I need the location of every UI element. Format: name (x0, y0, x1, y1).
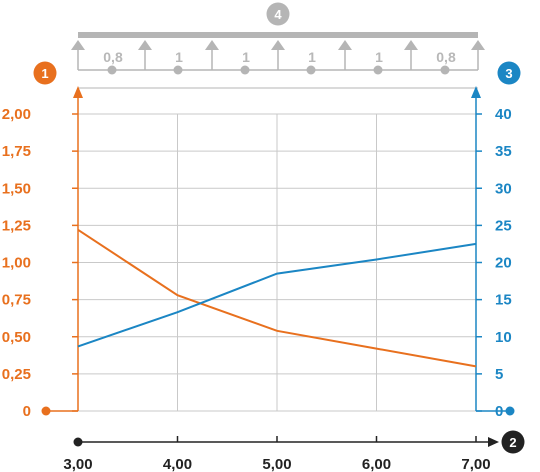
grid (77, 113, 477, 412)
beam-diagram: 0,8 1 1 1 1 0,8 (71, 32, 485, 89)
left-axis-tick-label: 1,75 (2, 143, 31, 160)
left-axis-tick-label: 0,25 (2, 366, 31, 383)
support-triangle-icon (271, 40, 285, 50)
span-ratio-label: 1 (175, 49, 183, 65)
x-axis-tick-label: 4,00 (163, 456, 192, 472)
beam-badge-circle (266, 2, 290, 26)
left-axis-tick-label: 2,00 (2, 106, 31, 123)
right-axis-origin-dot (505, 406, 515, 416)
left-axis-tick-label: 1,00 (2, 255, 31, 272)
x-axis-badge-label: 2 (509, 435, 516, 450)
right-axis-tick-label: 0 (495, 403, 503, 420)
left-axis-origin-dot (41, 406, 51, 416)
x-axis-tick-label: 3,00 (63, 456, 92, 472)
span-node (173, 65, 183, 75)
left-axis-badge-label: 1 (41, 66, 48, 81)
x-axis-tick-label: 7,00 (461, 456, 490, 472)
span-ratio-label: 1 (375, 49, 383, 65)
right-axis-tick-label: 25 (495, 217, 512, 234)
support-triangle-icon (205, 40, 219, 50)
support-triangle-icon (404, 40, 418, 50)
left-axis-arrow (73, 86, 83, 98)
right-axis-tick-label: 5 (495, 366, 503, 383)
right-axis-arrow (471, 86, 481, 98)
x-axis-arrow (488, 437, 499, 447)
right-axis-badge-label: 3 (505, 66, 512, 81)
axis-badges: 4 1 3 2 (33, 2, 525, 454)
span-node (107, 65, 117, 75)
span-ratio-label: 1 (242, 49, 250, 65)
axes (41, 86, 515, 447)
left-axis-tick-label: 1,50 (2, 180, 31, 197)
beam-badge-label: 4 (274, 7, 282, 22)
right-axis-tick-label: 35 (495, 143, 512, 160)
support-triangle-icon (338, 40, 352, 50)
beam-bar (78, 32, 478, 38)
left-axis-badge-circle (33, 61, 57, 85)
left-axis-tick-label: 0,75 (2, 292, 31, 309)
span-node (440, 65, 450, 75)
right-axis-tick-label: 40 (495, 106, 512, 123)
series-lines (77, 228, 477, 368)
right-axis-badge-circle (497, 61, 521, 85)
x-axis-tick-label: 5,00 (262, 456, 291, 472)
x-axis-origin-dot (73, 437, 83, 447)
span-ratio-label: 0,8 (103, 49, 123, 65)
support-triangle-icon (138, 40, 152, 50)
x-axis-badge-circle (501, 430, 525, 454)
x-axis-tick-label: 6,00 (362, 456, 391, 472)
span-ratio-label: 1 (308, 49, 316, 65)
tick-labels: 2,00 1,75 1,50 1,25 1,00 0,75 0,50 0,25 0 40 35 30 2… (2, 106, 512, 472)
support-triangle-icon (71, 40, 85, 50)
span-node (373, 65, 383, 75)
left-axis-tick-label: 1,25 (2, 217, 31, 234)
span-node (240, 65, 250, 75)
left-axis-tick-label: 0 (23, 403, 31, 420)
support-triangle-icon (471, 40, 485, 50)
right-axis-tick-label: 20 (495, 255, 512, 272)
left-axis-tick-label: 0,50 (2, 329, 31, 346)
right-axis-tick-label: 30 (495, 180, 512, 197)
span-node (306, 65, 316, 75)
right-axis-tick-label: 15 (495, 292, 512, 309)
span-ratio-label: 0,8 (436, 49, 456, 65)
right-axis-tick-label: 10 (495, 329, 512, 346)
